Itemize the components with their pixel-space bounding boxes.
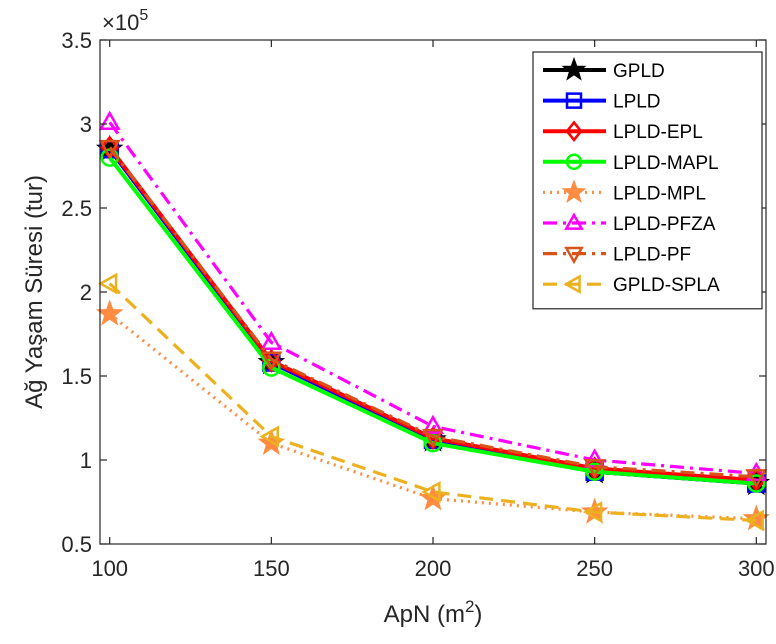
legend-box (532, 51, 763, 310)
data-point (742, 504, 771, 531)
data-point (421, 480, 441, 503)
data-point (98, 110, 121, 130)
legend-marker (565, 120, 583, 142)
y-tick-label: 3 (80, 112, 92, 137)
legend-label: LPLD-PFZA (613, 214, 716, 235)
y-tick-label: 2.5 (61, 196, 92, 221)
series-layer (95, 110, 771, 532)
legend-label: GPLD-SPLA (613, 275, 720, 296)
legend-label: LPLD-MAPL (613, 153, 719, 174)
data-point (582, 501, 603, 524)
legend-entry: LPLD-MPL (543, 179, 706, 204)
data-point (97, 272, 118, 295)
legend: GPLD LPLD LPLD-EPL LPLD-MAPL LPLD-MPL LPLD-PF… (532, 51, 763, 310)
data-point (745, 461, 768, 482)
data-point (259, 425, 279, 448)
legend-marker (565, 92, 583, 109)
series-gpld-spla (97, 272, 764, 532)
data-point (422, 428, 444, 449)
data-point (583, 459, 606, 479)
x-tick-label: 200 (415, 556, 452, 581)
legend-entry: GPLD (543, 56, 665, 82)
y-tick-label: 3.5 (61, 28, 92, 53)
data-point (744, 509, 764, 532)
y-tick-label: 1 (80, 448, 92, 473)
x-tick-label: 300 (738, 556, 775, 581)
data-point (585, 462, 604, 482)
series-line (108, 146, 757, 479)
legend-entry: LPLD (543, 92, 661, 113)
legend-marker (561, 56, 587, 81)
data-point (260, 330, 283, 351)
legend-label: LPLD-EPL (613, 122, 703, 143)
data-point (98, 139, 121, 160)
legend-marker (564, 212, 584, 230)
data-point (745, 469, 768, 489)
legend-entry: GPLD-SPLA (543, 274, 720, 296)
legend-label: LPLD-MPL (613, 183, 706, 204)
y-tick-label: 0.5 (61, 532, 92, 557)
axes-layer: 100 150 200 250 300 0.5 1 1.5 2 2.5 3 3.5 ×105 (61, 7, 774, 581)
axis-labels: ApN (m2) Ağ Yaşam Süresi (tur) (21, 175, 482, 628)
legend-marker (563, 274, 581, 295)
x-axis-label: ApN (m2) (384, 597, 483, 628)
series-line (108, 121, 757, 476)
legend-entry: LPLD-PFZA (543, 212, 716, 235)
data-point (260, 351, 283, 371)
data-point (422, 414, 444, 435)
x-tick-label: 250 (576, 556, 613, 581)
legend-entry: LPLD-PF (543, 245, 691, 266)
legend-label: LPLD-PF (613, 245, 691, 266)
series-lpld-pf (98, 139, 768, 489)
legend-marker (561, 179, 587, 204)
data-point (95, 299, 124, 326)
legend-entry: LPLD-MAPL (543, 153, 719, 174)
x-tick-label: 100 (91, 556, 128, 581)
y-exponent-label: ×105 (102, 7, 148, 35)
legend-entry: LPLD-EPL (543, 120, 703, 143)
legend-marker (564, 246, 584, 265)
x-tick-label: 150 (253, 556, 290, 581)
legend-label: LPLD (613, 92, 661, 113)
y-tick-label: 1.5 (61, 364, 92, 389)
y-tick-label: 2 (80, 280, 92, 305)
legend-marker (565, 153, 583, 171)
series-lpld-pfza (98, 110, 768, 482)
y-axis-label: Ağ Yaşam Süresi (tur) (21, 175, 48, 409)
legend-label: GPLD (613, 61, 665, 82)
data-point (747, 474, 766, 493)
